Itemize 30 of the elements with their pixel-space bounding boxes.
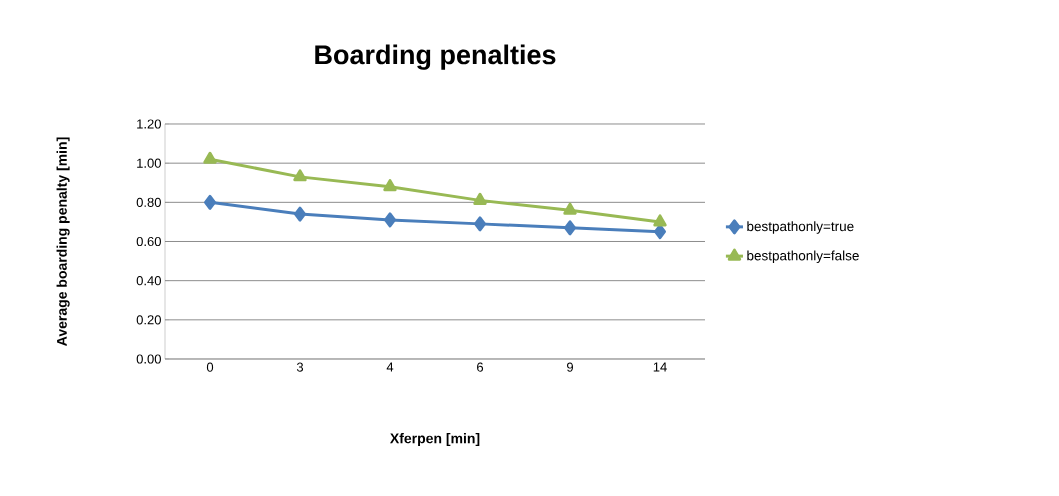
x-tick-label: 14 bbox=[653, 362, 667, 372]
point bbox=[473, 192, 487, 205]
y-tick-label: 0.00 bbox=[136, 354, 161, 364]
x-tick-label: 9 bbox=[567, 362, 574, 372]
point bbox=[384, 212, 396, 228]
x-tick-label: 0 bbox=[206, 362, 214, 372]
point bbox=[474, 216, 486, 232]
point bbox=[204, 194, 216, 210]
y-tick-label: 1.00 bbox=[137, 158, 161, 168]
y-tick-label: 0.20 bbox=[136, 315, 161, 325]
x-tick-label: 4 bbox=[386, 362, 394, 372]
point bbox=[563, 202, 577, 215]
point bbox=[383, 179, 397, 192]
x-tick-label: 3 bbox=[296, 362, 304, 372]
y-tick-label: 0.80 bbox=[136, 197, 161, 207]
y-tick-label: 0.60 bbox=[136, 236, 161, 247]
point bbox=[293, 169, 307, 182]
y-tick-label: 0.40 bbox=[136, 276, 161, 286]
x-tick-label: 6 bbox=[477, 362, 484, 372]
legend-label: bestpathonly=false bbox=[747, 250, 859, 264]
point bbox=[203, 151, 217, 164]
y-tick-label: 1.20 bbox=[137, 119, 161, 129]
chart-title: Boarding penalties bbox=[315, 44, 556, 70]
point bbox=[294, 206, 306, 222]
point bbox=[654, 224, 666, 240]
y-axis-title: Average boarding penalty [min] bbox=[56, 137, 70, 346]
x-axis-title: Xferpen [min] bbox=[390, 433, 480, 447]
legend-label: bestpathonly=true bbox=[747, 221, 854, 234]
point bbox=[564, 220, 576, 236]
point bbox=[653, 214, 667, 227]
